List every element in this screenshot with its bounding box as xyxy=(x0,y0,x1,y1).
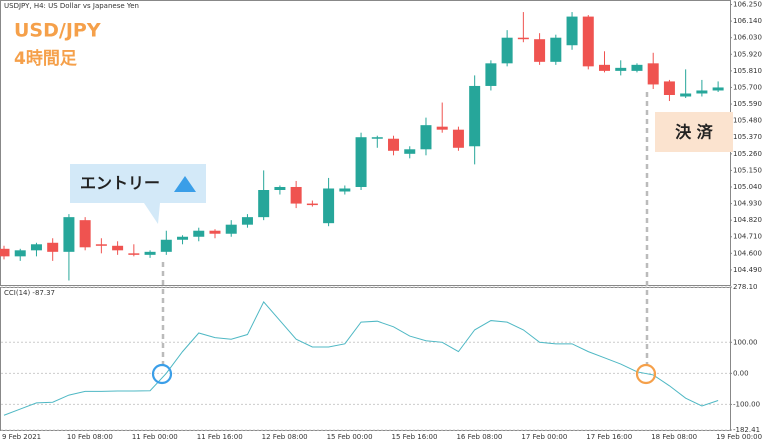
cci-line xyxy=(3,301,719,416)
x-tick-label: 17 Feb 16:00 xyxy=(586,433,632,441)
candle-body xyxy=(452,129,464,148)
y-tick-label: 105.480 xyxy=(733,117,762,125)
candle-body xyxy=(469,85,481,147)
candle-body xyxy=(631,64,643,71)
candle-body xyxy=(501,37,513,64)
candle-body xyxy=(160,239,172,252)
candle-body xyxy=(306,203,318,206)
candle-body xyxy=(534,39,546,62)
entry-marker xyxy=(151,363,173,385)
candle-body xyxy=(95,244,107,246)
candle-body xyxy=(79,220,91,248)
candle-body xyxy=(209,230,221,234)
candle-body xyxy=(485,63,497,86)
x-tick-label: 18 Feb 08:00 xyxy=(651,433,697,441)
y-tick-label: 0.00 xyxy=(733,369,749,377)
y-tick-label: -100.00 xyxy=(733,400,760,408)
entry-callout xyxy=(70,164,206,224)
candle-body xyxy=(290,186,302,204)
candle-body xyxy=(112,245,124,251)
candle-body xyxy=(339,188,351,192)
candle-body xyxy=(680,93,692,97)
y-tick-label: 104.600 xyxy=(733,249,762,257)
y-tick-label: 106.140 xyxy=(733,17,762,25)
candle-body xyxy=(241,217,253,225)
exit-label: 決 済 xyxy=(675,123,714,142)
x-tick-label: 19 Feb 00:00 xyxy=(716,433,762,441)
x-tick-label: 17 Feb 00:00 xyxy=(521,433,567,441)
candle-body xyxy=(177,236,189,240)
candle-body xyxy=(47,242,59,252)
x-tick-label: 11 Feb 00:00 xyxy=(132,433,178,441)
candle-body xyxy=(323,188,335,224)
indicator-label: CCI(14) -87.37 xyxy=(4,289,55,297)
x-tick-label: 11 Feb 16:00 xyxy=(197,433,243,441)
y-tick-label: 105.370 xyxy=(733,133,762,141)
exit-callout xyxy=(655,112,733,152)
x-tick-label: 15 Feb 00:00 xyxy=(327,433,373,441)
y-tick-label: 105.920 xyxy=(733,50,762,58)
y-tick-label: 105.040 xyxy=(733,183,762,191)
x-tick-label: 16 Feb 08:00 xyxy=(456,433,502,441)
candle-body xyxy=(128,253,140,255)
candle-body xyxy=(63,217,75,252)
candle-body xyxy=(388,138,400,151)
candle-body xyxy=(355,137,367,187)
x-tick-label: 9 Feb 2021 xyxy=(2,433,41,441)
exit-marker xyxy=(635,363,657,385)
x-tick-label: 10 Feb 08:00 xyxy=(67,433,113,441)
y-tick-label: 278.10 xyxy=(733,283,758,291)
candle-body xyxy=(517,37,529,40)
chart-title: USDJPY, H4: US Dollar vs Japanese Yen xyxy=(4,2,139,10)
candle-body xyxy=(696,90,708,94)
y-tick-label: 106.250 xyxy=(733,1,762,9)
y-tick-label: 100.00 xyxy=(733,338,758,346)
y-tick-label: 105.590 xyxy=(733,100,762,108)
timeframe-label: 4時間足 xyxy=(14,48,77,69)
candle-body xyxy=(274,186,286,190)
candle-body xyxy=(420,125,432,150)
y-tick-label: -182.41 xyxy=(733,426,760,434)
candle-body xyxy=(566,16,578,46)
entry-label: エントリー xyxy=(80,174,160,193)
entry-icon xyxy=(174,176,196,192)
y-tick-label: 104.490 xyxy=(733,266,762,274)
candle-body xyxy=(144,251,156,255)
candle-body xyxy=(14,250,26,257)
candle-body xyxy=(0,248,10,257)
y-tick-label: 104.930 xyxy=(733,200,762,208)
candle-body xyxy=(404,149,416,154)
candle-body xyxy=(663,81,675,95)
candle-body xyxy=(615,67,627,71)
cci-panel xyxy=(0,287,731,431)
candle-body xyxy=(712,87,724,91)
y-tick-label: 105.810 xyxy=(733,67,762,75)
y-tick-label: 105.260 xyxy=(733,150,762,158)
candle-body xyxy=(30,244,42,251)
candle-body xyxy=(647,63,659,85)
y-tick-label: 104.820 xyxy=(733,216,762,224)
x-tick-label: 12 Feb 08:00 xyxy=(262,433,308,441)
x-tick-label: 15 Feb 16:00 xyxy=(392,433,438,441)
candle-body xyxy=(582,16,594,67)
candle-body xyxy=(550,37,562,62)
candle-body xyxy=(193,230,205,237)
y-tick-label: 105.700 xyxy=(733,83,762,91)
y-tick-label: 106.030 xyxy=(733,34,762,42)
candle-body xyxy=(371,137,383,139)
symbol-label: USD/JPY xyxy=(14,20,101,42)
y-tick-label: 105.150 xyxy=(733,166,762,174)
y-tick-label: 104.710 xyxy=(733,233,762,241)
candle-body xyxy=(436,126,448,130)
candle-body xyxy=(258,190,270,218)
candle-body xyxy=(599,64,611,71)
candle-body xyxy=(225,224,237,234)
